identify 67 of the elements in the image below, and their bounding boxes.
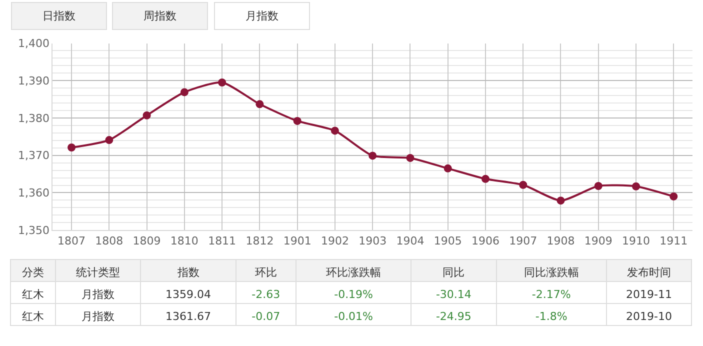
x-tick-label: 1901 xyxy=(283,234,312,248)
point xyxy=(218,78,226,86)
category-label: 同比 xyxy=(442,266,465,279)
text: -24.95 xyxy=(436,310,472,323)
text: -2.17% xyxy=(532,288,571,301)
x-tick-label: 1810 xyxy=(170,234,198,248)
point xyxy=(368,152,377,160)
x-tick-label: 1908 xyxy=(546,234,575,248)
category-label: 同比涨跌幅 xyxy=(524,266,579,279)
x-tick-label: 1809 xyxy=(132,234,161,248)
y-tick-label: 1,400 xyxy=(18,37,50,50)
text: -1.8% xyxy=(535,310,568,323)
point xyxy=(256,100,264,108)
text: -2.63 xyxy=(252,288,280,301)
x-tick-label: 1907 xyxy=(509,234,538,248)
category-label: 分类 xyxy=(22,266,44,279)
text: 月指数 xyxy=(246,10,278,22)
x-tick-label: 1807 xyxy=(58,234,86,248)
point xyxy=(142,111,151,120)
point xyxy=(293,116,302,125)
x-tick-label: 1909 xyxy=(584,234,612,248)
text: 2019-10 xyxy=(626,310,672,323)
y-tick-label: 1,380 xyxy=(18,112,50,125)
y-tick-label: 1,350 xyxy=(18,224,50,237)
point xyxy=(481,174,490,183)
x-tick-label: 1911 xyxy=(660,234,688,248)
x-tick-label: 1905 xyxy=(434,234,462,248)
point xyxy=(105,136,114,144)
text: -0.07 xyxy=(252,310,280,323)
point xyxy=(556,196,565,205)
text: 1359.04 xyxy=(166,288,212,301)
text: 日指数 xyxy=(42,10,76,22)
text: -0.01% xyxy=(334,310,374,323)
point xyxy=(330,126,339,135)
point xyxy=(180,88,188,96)
point xyxy=(670,192,678,200)
point xyxy=(68,144,76,152)
category-label: 指数 xyxy=(176,266,200,279)
x-tick-label: 1906 xyxy=(471,234,500,248)
x-tick-label: 1811 xyxy=(208,234,236,248)
point xyxy=(519,180,528,189)
y-tick-label: 1,390 xyxy=(18,74,50,88)
point xyxy=(632,182,640,190)
category-label: 环比 xyxy=(254,266,277,279)
x-tick-label: 1808 xyxy=(95,234,124,248)
x-tick-label: 1902 xyxy=(320,234,349,248)
text: 月指数 xyxy=(82,288,115,301)
category-label: 发布时间 xyxy=(626,266,671,279)
text: 月指数 xyxy=(82,310,115,323)
point xyxy=(594,182,602,190)
x-tick-label: 1910 xyxy=(622,234,650,248)
category-label: 统计类型 xyxy=(76,266,120,279)
text: 周指数 xyxy=(144,10,176,22)
x-tick-label: 1904 xyxy=(396,234,424,248)
x-tick-label: 1903 xyxy=(358,234,387,248)
text: -30.14 xyxy=(436,288,472,301)
text: 2019-11 xyxy=(626,288,672,301)
y-tick-label: 1,370 xyxy=(18,149,50,162)
text: 红木 xyxy=(22,310,44,323)
category-label: 环比涨跌幅 xyxy=(326,266,382,279)
text: 1361.67 xyxy=(166,310,212,323)
y-tick-label: 1,360 xyxy=(18,186,50,200)
point xyxy=(444,164,452,172)
x-tick-label: 1812 xyxy=(246,234,274,248)
text: -0.19% xyxy=(334,288,374,301)
text: 红木 xyxy=(22,288,44,301)
point xyxy=(406,154,414,162)
